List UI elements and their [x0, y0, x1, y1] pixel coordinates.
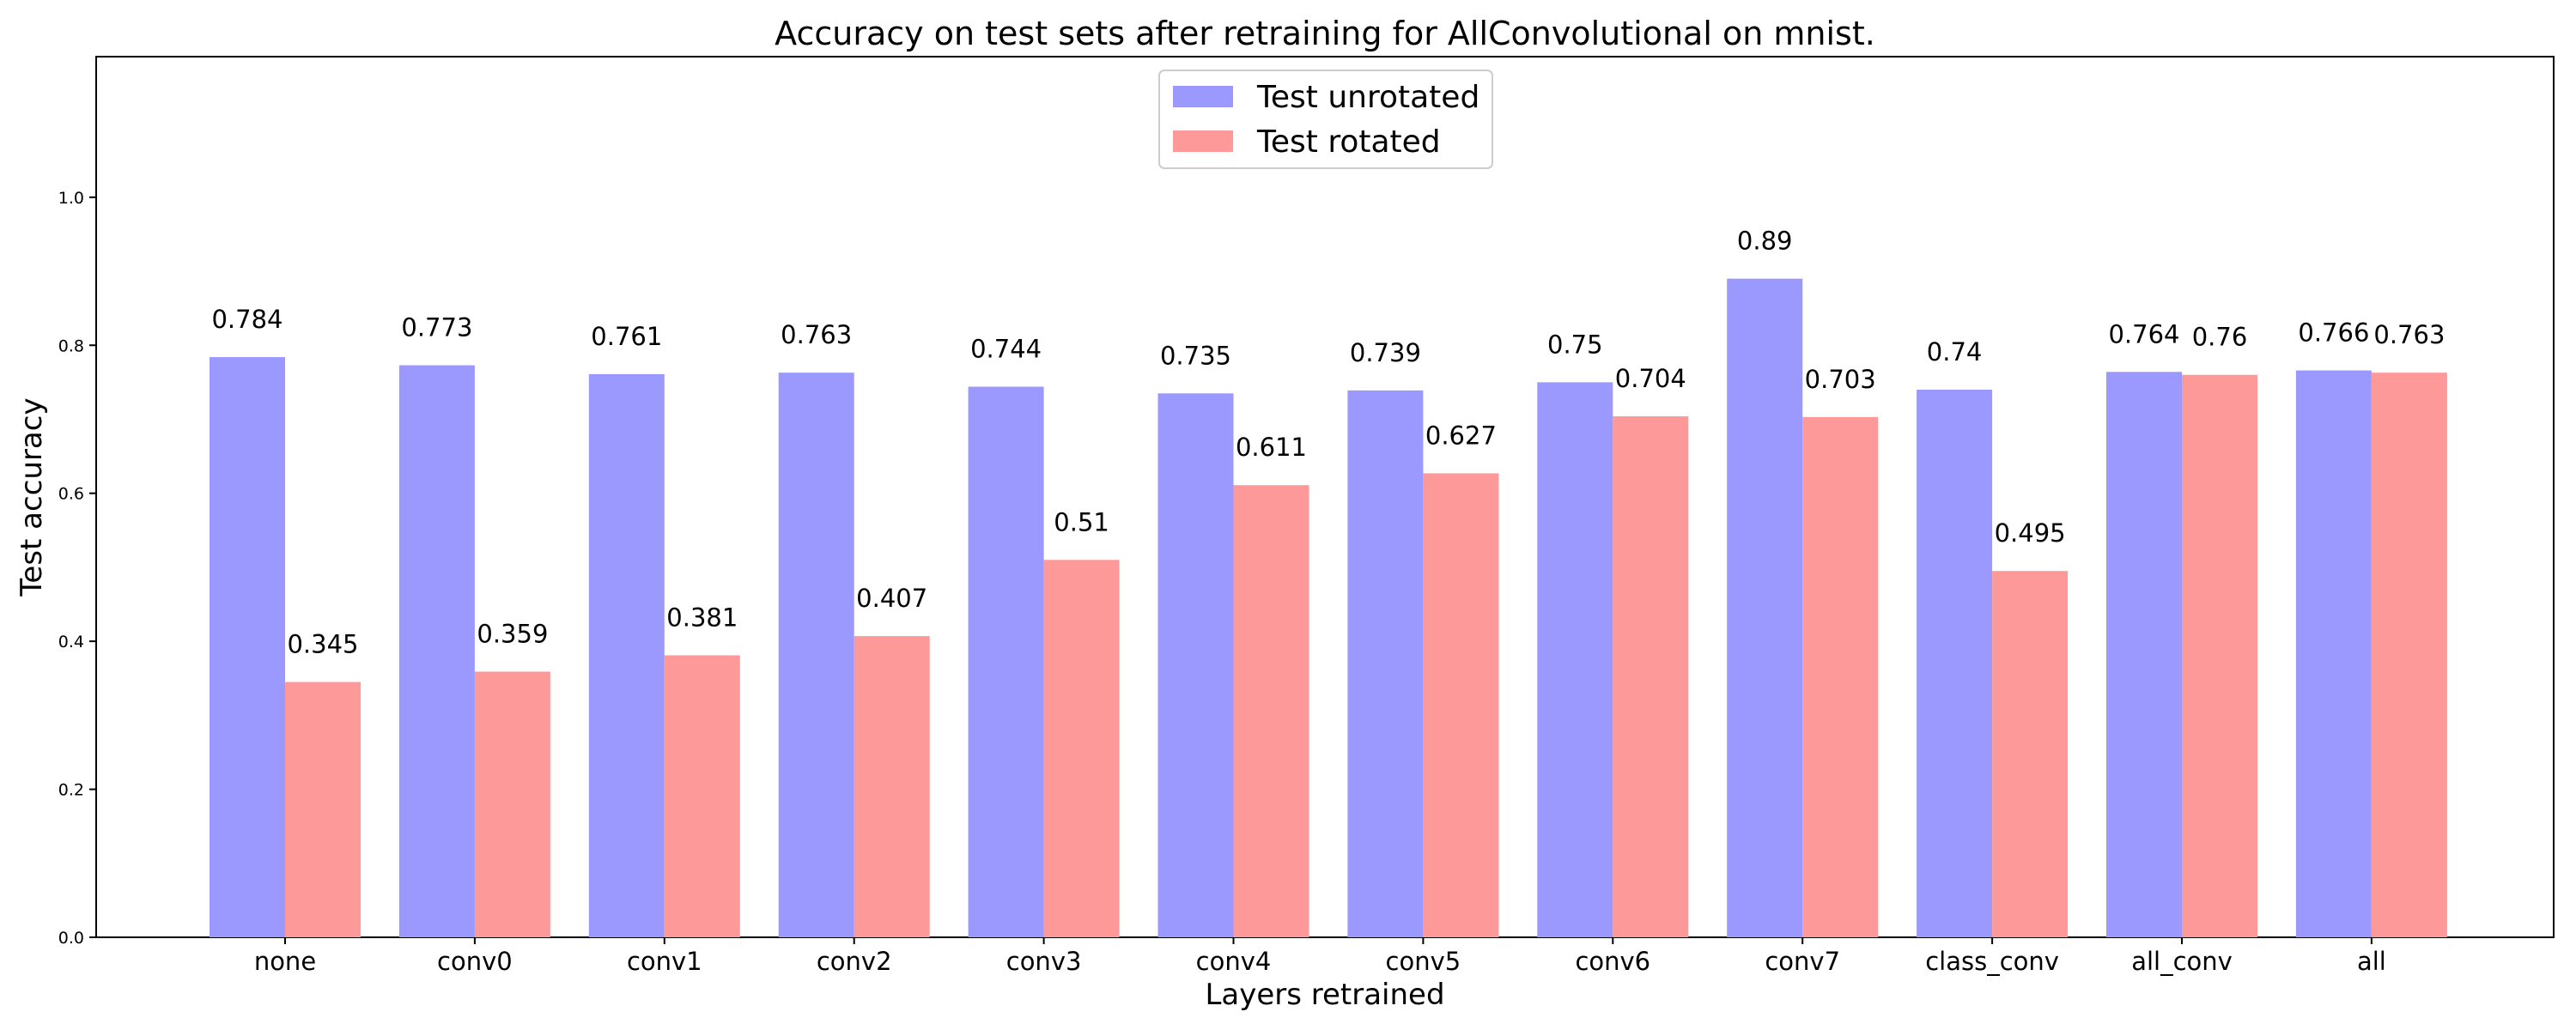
x-tick-label: conv5 [1386, 947, 1461, 976]
value-label-test-unrotated: 0.89 [1737, 227, 1793, 256]
value-label-test-rotated: 0.495 [1995, 518, 2066, 548]
value-label-test-unrotated: 0.739 [1350, 338, 1421, 367]
x-tick-label: all [2357, 947, 2386, 976]
bar-test-rotated [1423, 473, 1499, 937]
bar-test-rotated [2182, 374, 2257, 937]
bar-test-rotated [1802, 416, 1879, 937]
bar-test-unrotated [398, 365, 475, 937]
bar-test-unrotated [968, 386, 1044, 938]
bar-test-unrotated [778, 373, 854, 937]
bar-test-rotated [664, 655, 740, 937]
bar-test-rotated [1043, 560, 1120, 937]
legend-swatch-test-rotated [1173, 130, 1233, 152]
y-tick-label: 0.6 [58, 485, 84, 504]
bar-test-unrotated [2295, 370, 2372, 937]
bar-test-unrotated [1347, 390, 1424, 938]
bar-test-unrotated [588, 373, 665, 937]
value-labels: 0.784 0.773 0.761 0.763 0.744 0.735 0.739 0.75 0… [211, 227, 2445, 659]
value-label-test-rotated: 0.359 [477, 619, 548, 648]
value-label-test-unrotated: 0.764 [2108, 319, 2179, 348]
value-label-test-rotated: 0.704 [1615, 364, 1686, 393]
bar-test-rotated [285, 682, 361, 937]
bar-test-unrotated [1537, 382, 1613, 938]
y-tick-label: 0.8 [58, 336, 84, 355]
y-tick-label: 0.2 [58, 781, 84, 800]
y-tick-label: 0.0 [58, 929, 84, 948]
legend-label-test-unrotated: Test unrotated [1256, 80, 1479, 115]
x-tick-label: class_conv [1925, 947, 2059, 976]
chart-title: Accuracy on test sets after retraining f… [775, 15, 1875, 52]
legend-swatch-test-unrotated [1173, 86, 1233, 107]
x-tick-label: conv4 [1196, 947, 1272, 976]
x-tick-label: conv0 [437, 947, 513, 976]
bar-test-rotated [1992, 571, 2069, 937]
bar-test-unrotated [1727, 278, 1803, 937]
value-label-test-unrotated: 0.75 [1547, 330, 1603, 359]
bar-test-unrotated [1917, 389, 1993, 938]
value-label-test-unrotated: 0.744 [970, 335, 1042, 364]
bar-test-rotated [1233, 485, 1309, 937]
bar-test-unrotated [210, 357, 285, 937]
value-label-test-unrotated: 0.773 [401, 313, 472, 342]
bar-test-rotated [1613, 416, 1689, 937]
value-label-test-rotated: 0.763 [2373, 320, 2445, 349]
plot-frame [95, 56, 2555, 938]
bars [210, 278, 2447, 938]
plot-area: 0.00.20.40.60.81.0 0.784 0.773 0.761 0.763 0… [58, 56, 2555, 976]
legend-label-test-rotated: Test rotated [1256, 124, 1441, 160]
legend-box [1158, 70, 1493, 169]
y-tick-label: 0.4 [58, 633, 84, 651]
x-tick-label: all_conv [2131, 947, 2233, 976]
x-tick-label: conv7 [1765, 947, 1840, 976]
bar-test-unrotated [1157, 393, 1234, 937]
legend: Test unrotated Test rotated [1158, 70, 1493, 169]
value-label-test-rotated: 0.381 [666, 603, 738, 633]
value-label-test-rotated: 0.611 [1236, 433, 1307, 462]
x-tick-label: conv3 [1006, 947, 1082, 976]
y-axis: 0.0 0.2 0.4 0.6 0.8 1.0 [58, 189, 96, 948]
value-label-test-rotated: 0.76 [2192, 323, 2248, 352]
value-label-test-rotated: 0.627 [1425, 421, 1497, 450]
x-axis-label: Layers retrained [1205, 978, 1444, 1012]
bar-test-rotated [854, 636, 930, 937]
x-tick-label: conv1 [627, 947, 702, 976]
value-label-test-rotated: 0.51 [1054, 507, 1109, 536]
value-label-test-unrotated: 0.735 [1160, 341, 1231, 370]
value-label-test-rotated: 0.407 [856, 584, 927, 613]
bar-test-unrotated [2106, 372, 2182, 937]
value-label-test-rotated: 0.703 [1805, 365, 1876, 394]
value-label-test-unrotated: 0.763 [781, 320, 852, 349]
y-tick-label: 1.0 [58, 189, 84, 208]
value-label-test-unrotated: 0.784 [211, 305, 283, 334]
x-axis: none conv0 conv1 conv2 conv3 conv4 conv5 conv6 c… [254, 937, 2386, 976]
x-tick-label: conv2 [817, 947, 892, 976]
x-tick-label: none [254, 947, 316, 976]
value-label-test-unrotated: 0.761 [591, 322, 662, 351]
value-label-test-rotated: 0.345 [287, 630, 358, 659]
value-label-test-unrotated: 0.74 [1927, 337, 1983, 367]
y-axis-label: Test accuracy [15, 397, 49, 597]
value-label-test-unrotated: 0.766 [2298, 318, 2369, 348]
x-tick-label: conv6 [1575, 947, 1650, 976]
bar-test-rotated [2371, 373, 2447, 937]
bar-test-rotated [474, 671, 550, 937]
